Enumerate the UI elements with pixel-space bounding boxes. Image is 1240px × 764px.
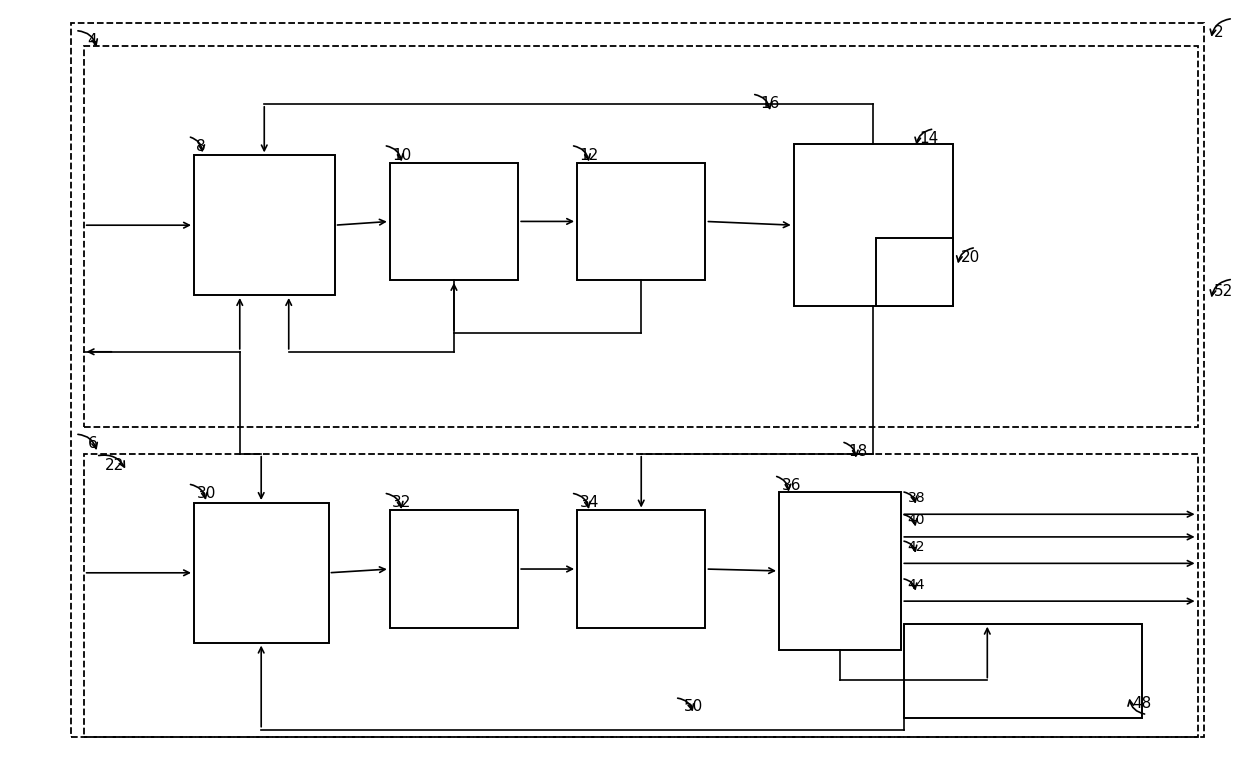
- Bar: [577, 163, 706, 280]
- Text: 16: 16: [760, 96, 780, 112]
- Text: 38: 38: [908, 490, 925, 504]
- Bar: [193, 155, 335, 295]
- Bar: [84, 46, 1198, 427]
- Text: 2: 2: [1214, 24, 1223, 40]
- Text: 32: 32: [392, 495, 412, 510]
- Text: 14: 14: [920, 131, 939, 146]
- Text: 40: 40: [908, 513, 925, 527]
- Text: 44: 44: [908, 578, 925, 591]
- Text: 4: 4: [87, 33, 97, 48]
- Text: 42: 42: [908, 539, 925, 554]
- Bar: [904, 624, 1142, 718]
- Bar: [875, 238, 952, 306]
- Text: 22: 22: [104, 458, 124, 473]
- Bar: [577, 510, 706, 627]
- Text: 52: 52: [1214, 283, 1233, 299]
- Text: 12: 12: [579, 147, 599, 163]
- Text: 36: 36: [781, 478, 801, 493]
- Bar: [779, 491, 901, 650]
- Bar: [389, 510, 518, 627]
- Bar: [193, 503, 329, 643]
- Text: 6: 6: [87, 436, 97, 452]
- Bar: [794, 144, 952, 306]
- Text: 34: 34: [579, 495, 599, 510]
- Text: 20: 20: [961, 250, 981, 265]
- Text: 10: 10: [392, 147, 412, 163]
- Text: 8: 8: [196, 139, 206, 154]
- Bar: [84, 454, 1198, 737]
- Text: 48: 48: [1132, 696, 1152, 711]
- Bar: [389, 163, 518, 280]
- Text: 18: 18: [848, 444, 868, 459]
- Text: 30: 30: [196, 487, 216, 501]
- Text: 50: 50: [683, 699, 703, 714]
